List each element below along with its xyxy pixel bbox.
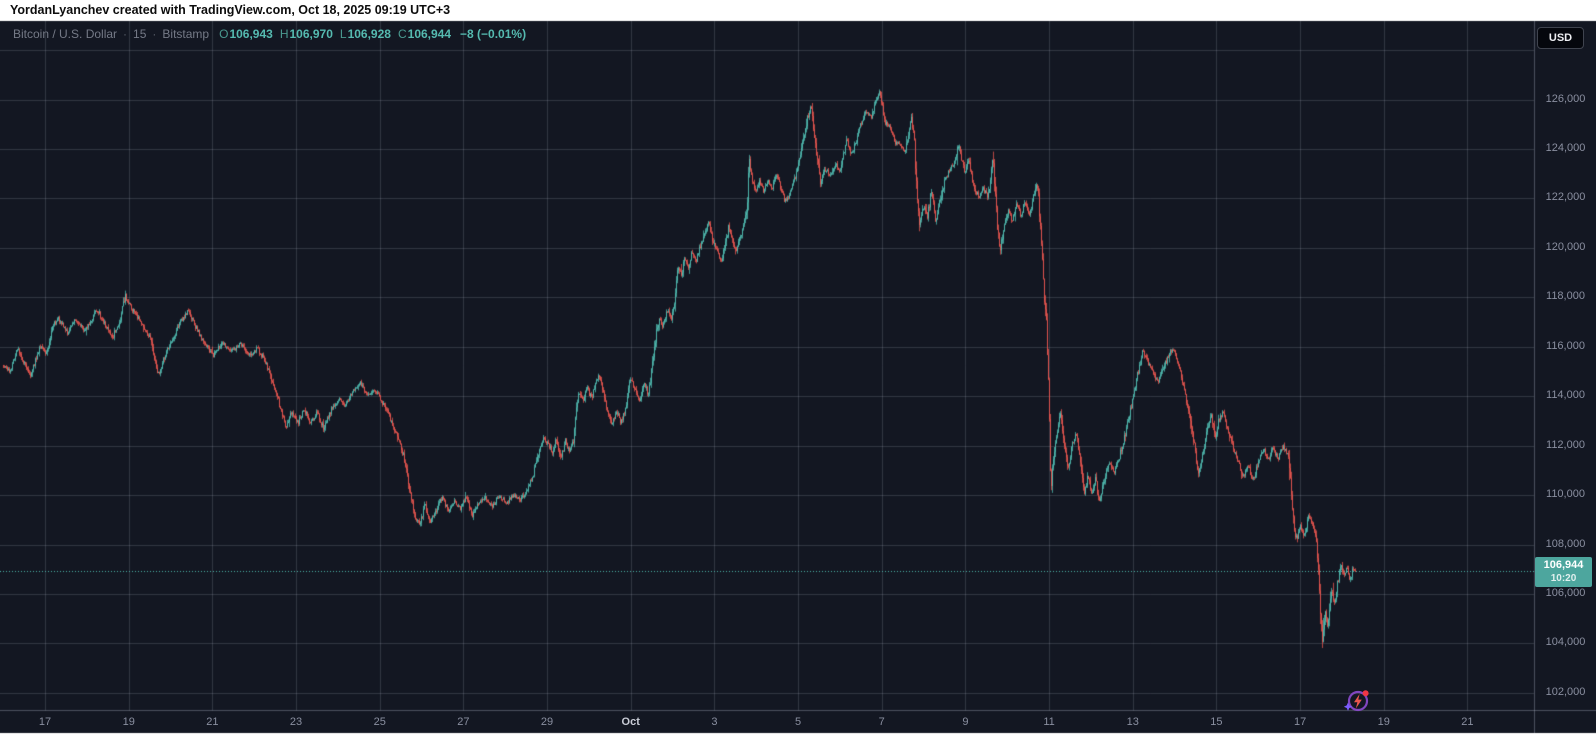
legend-high-label: H: [279, 27, 289, 41]
legend-separator: ·: [123, 27, 128, 41]
price-tick-label: 124,000: [1545, 141, 1586, 154]
legend-low-value: 106,928: [347, 27, 391, 41]
legend-ohlc-group: O106,943 H106,970 L106,928 C106,944: [219, 27, 458, 41]
price-tick-label: 118,000: [1546, 290, 1585, 303]
symbol-legend: Bitcoin / U.S. Dollar · 15 · Bitstamp O1…: [13, 22, 526, 46]
lightning-circle-watermark-icon: [1343, 690, 1369, 712]
currency-usd-button[interactable]: USD: [1537, 27, 1584, 49]
price-tick-label: 122,000: [1545, 191, 1586, 204]
legend-exchange[interactable]: Bitstamp: [162, 27, 210, 41]
legend-change-value: −8 (−0.01%): [460, 27, 527, 41]
last-price-value: 106,944: [1543, 558, 1584, 571]
time-axis[interactable]: 17 19 21 23 25 27 29 Oct 3 5 7 9 11 13 15 17 19 21: [0, 711, 1596, 733]
countdown-timer: 10:20: [1550, 572, 1577, 584]
month-tick-label: Oct: [621, 716, 640, 728]
date-tick-label: 25: [373, 716, 386, 728]
price-tick-label: 104,000: [1545, 636, 1586, 649]
last-price-badge[interactable]: 106,944 10:20: [1535, 556, 1592, 587]
legend-high-value: 106,970: [289, 27, 333, 41]
date-tick-label: 17: [1293, 716, 1307, 728]
price-tick-label: 106,000: [1545, 587, 1586, 599]
legend-open-label: O: [219, 27, 229, 41]
legend-close-value: 106,944: [407, 27, 452, 41]
date-tick-label: 27: [457, 716, 470, 728]
attribution-text: YordanLyanchev created with TradingView.…: [10, 3, 451, 17]
date-tick-label: 9: [962, 716, 969, 728]
legend-symbol-title[interactable]: Bitcoin / U.S. Dollar: [13, 27, 118, 41]
price-axis[interactable]: 126,000 124,000 122,000 120,000 118,000 116,0…: [1535, 21, 1596, 711]
legend-open-value: 106,943: [229, 27, 273, 41]
price-tick-label: 114,000: [1546, 389, 1585, 402]
price-tick-label: 102,000: [1545, 685, 1586, 698]
price-tick-label: 110,000: [1546, 488, 1585, 501]
price-tick-label: 108,000: [1545, 537, 1586, 550]
date-tick-label: 3: [711, 716, 718, 728]
date-tick-label: 21: [1461, 716, 1474, 728]
legend-separator: ·: [152, 27, 157, 41]
date-tick-label: 29: [540, 716, 554, 728]
date-tick-label: 13: [1126, 716, 1139, 728]
date-tick-label: 11: [1043, 716, 1055, 728]
legend-interval[interactable]: 15: [133, 27, 147, 41]
date-tick-label: 7: [878, 716, 885, 728]
date-tick-label: 15: [1210, 716, 1223, 728]
price-tick-label: 116,000: [1546, 339, 1585, 352]
date-tick-label: 21: [206, 716, 219, 728]
date-tick-label: 5: [795, 716, 802, 728]
date-tick-label: 19: [122, 716, 135, 728]
price-tick-label: 126,000: [1545, 92, 1586, 105]
date-tick-label: 23: [289, 716, 303, 728]
price-tick-label: 120,000: [1545, 240, 1586, 253]
date-tick-label: 19: [1377, 716, 1390, 728]
price-tick-label: 112,000: [1546, 438, 1585, 451]
date-tick-label: 17: [38, 716, 52, 728]
legend-close-label: C: [397, 27, 407, 41]
legend-low-label: L: [339, 27, 347, 41]
